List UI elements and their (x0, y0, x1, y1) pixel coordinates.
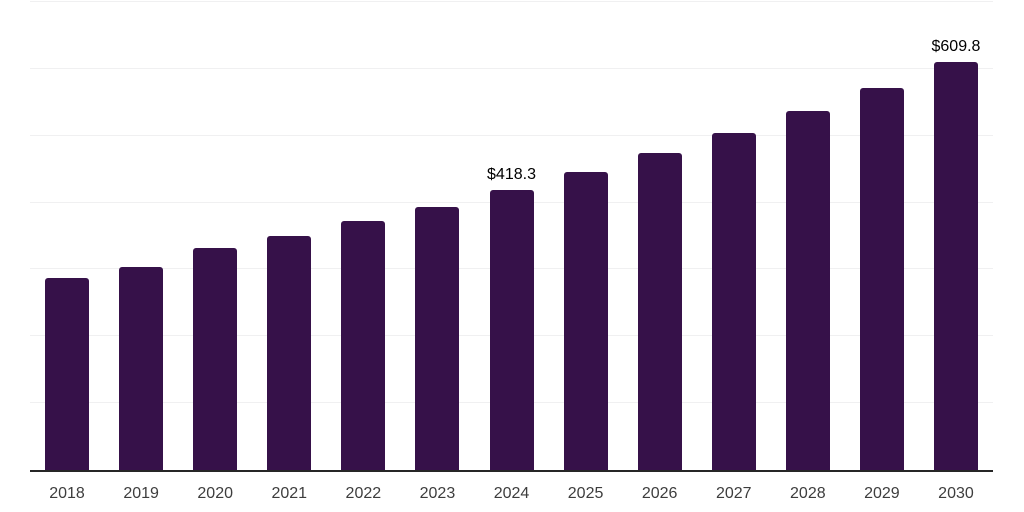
x-tick-2028: 2028 (790, 485, 826, 502)
bar-group-2023 (400, 2, 474, 470)
bar-group-2025 (549, 2, 623, 470)
bar-2023 (415, 206, 460, 470)
bar-group-2018 (30, 2, 104, 470)
x-tick-2027: 2027 (715, 485, 752, 502)
gridline-600 (30, 67, 993, 69)
bar-2018 (45, 277, 90, 470)
x-axis-tick-labels: 2018 2019 2020 2021 2022 2023 2024 2025 2026 2027… (30, 485, 993, 503)
bar-2029 (859, 87, 904, 470)
x-tick-2018: 2018 (49, 485, 85, 502)
bar-2022 (341, 220, 386, 470)
bar-2028 (785, 111, 830, 470)
gridline-700 (30, 1, 993, 2)
bar-series: $418.3 $609.8 (30, 2, 993, 470)
bar-group-2020 (178, 2, 252, 470)
x-tick-2025: 2025 (567, 485, 604, 502)
x-tick-2029: 2029 (864, 485, 900, 502)
x-tick-2026: 2026 (641, 485, 678, 502)
bar-group-2022 (326, 2, 400, 470)
chart-plot-area: $418.3 $609.8 (30, 1, 993, 472)
bar-2025 (563, 171, 608, 470)
x-tick-2019: 2019 (123, 485, 159, 502)
bar-2019 (119, 266, 164, 470)
x-tick-2023: 2023 (419, 485, 456, 502)
bar-group-2019 (104, 2, 178, 470)
bar-group-2030: $609.8 (919, 2, 993, 470)
bar-2027 (711, 132, 756, 470)
bar-2030 (933, 62, 978, 470)
x-tick-2021: 2021 (271, 485, 308, 502)
bar-value-label-2030: $609.8 (931, 38, 981, 56)
x-tick-2022: 2022 (345, 485, 382, 502)
bar-2026 (637, 152, 682, 470)
bar-group-2027 (697, 2, 771, 470)
bar-group-2026 (623, 2, 697, 470)
bar-2024 (489, 190, 534, 470)
bar-value-label-2024: $418.3 (487, 166, 536, 184)
bar-group-2029 (845, 2, 919, 470)
bar-group-2024: $418.3 (474, 2, 548, 470)
x-tick-2024: 2024 (493, 485, 530, 502)
x-tick-2030: 2030 (938, 485, 974, 502)
bar-group-2021 (252, 2, 326, 470)
bar-group-2028 (771, 2, 845, 470)
x-tick-2020: 2020 (197, 485, 233, 502)
bar-2021 (267, 235, 312, 470)
bar-2020 (193, 248, 238, 470)
gridline-500 (30, 134, 993, 136)
